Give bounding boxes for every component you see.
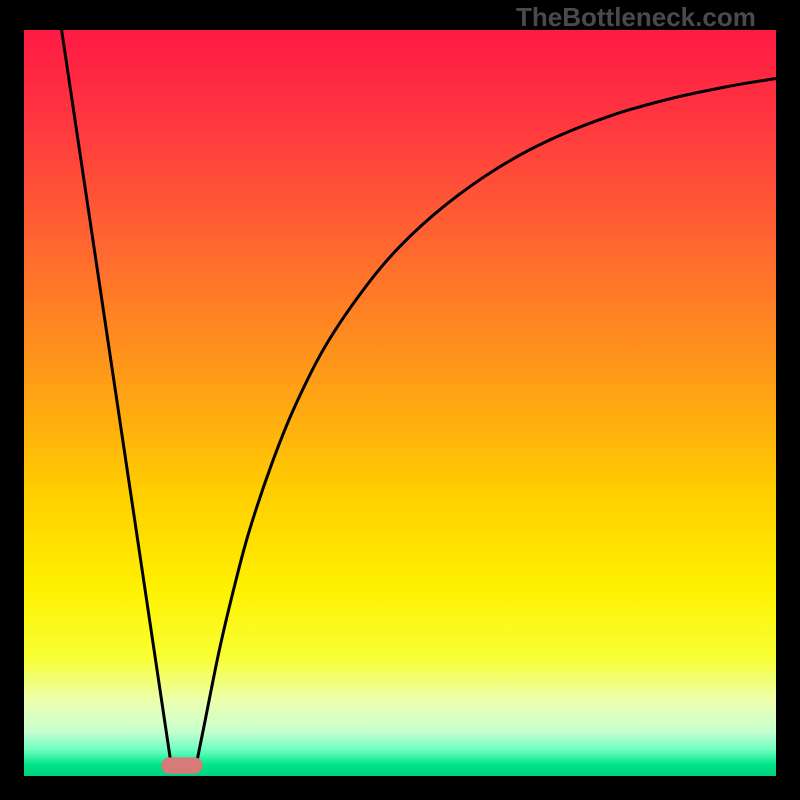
source-watermark: TheBottleneck.com (516, 2, 756, 33)
curve-left (62, 30, 171, 761)
bottleneck-marker (161, 757, 202, 773)
curve-right (197, 78, 776, 761)
chart-svg-overlay (0, 0, 800, 800)
chart-container: { "source_watermark": { "text": "TheBott… (0, 0, 800, 800)
